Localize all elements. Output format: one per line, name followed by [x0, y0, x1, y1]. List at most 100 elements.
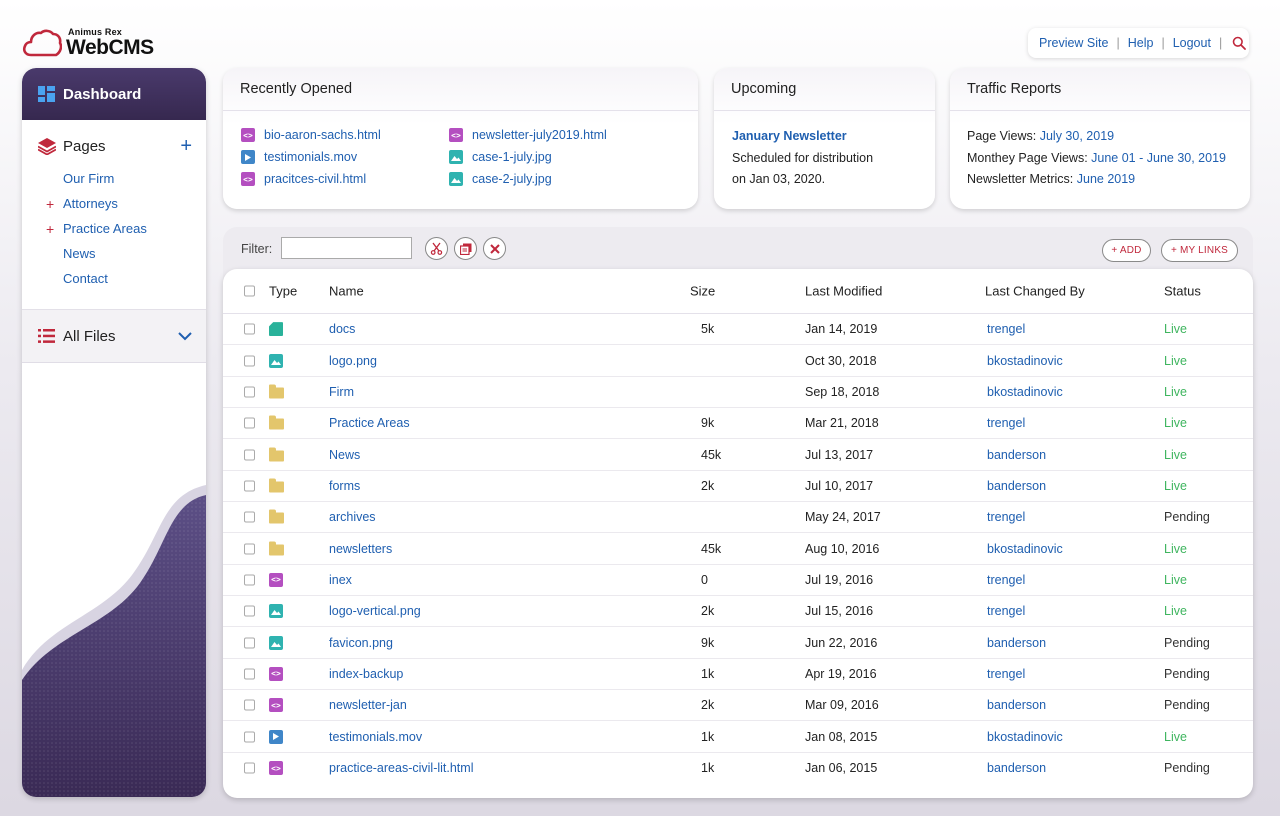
brand-logo[interactable]: Animus Rex WebCMS	[22, 28, 154, 58]
changed-by-link[interactable]: bkostadinovic	[987, 353, 1063, 368]
file-name-link[interactable]: logo-vertical.png	[329, 604, 421, 619]
traffic-link[interactable]: June 01 - June 30, 2019	[1091, 150, 1226, 165]
table-row[interactable]: <> inex 0 Jul 19, 2016 trengel Live	[223, 565, 1253, 597]
row-checkbox[interactable]	[244, 386, 255, 398]
changed-by-link[interactable]: trengel	[987, 604, 1026, 619]
file-name-link[interactable]: docs	[329, 322, 356, 337]
table-row[interactable]: Firm Sep 18, 2018 bkostadinovic Live	[223, 377, 1253, 409]
expand-icon[interactable]: +	[46, 220, 55, 237]
column-header-changed-by[interactable]: Last Changed By	[985, 283, 1085, 299]
table-row[interactable]: <> newsletter-jan 2k Mar 09, 2016 banderson P…	[223, 690, 1253, 722]
table-row[interactable]: testimonials.mov 1k Jan 08, 2015 bkostadino…	[223, 721, 1253, 753]
file-name-link[interactable]: practice-areas-civil-lit.html	[329, 761, 474, 776]
column-header-modified[interactable]: Last Modified	[805, 283, 883, 299]
column-header-status[interactable]: Status	[1164, 283, 1201, 299]
upcoming-headline[interactable]: January Newsletter	[732, 129, 847, 143]
table-row[interactable]: <> practice-areas-civil-lit.html 1k Jan 06,…	[223, 753, 1253, 784]
table-row[interactable]: newsletters 45k Aug 10, 2016 bkostadinovic L…	[223, 533, 1253, 565]
changed-by-link[interactable]: banderson	[987, 447, 1047, 462]
file-name-link[interactable]: Firm	[329, 384, 354, 399]
file-name-link[interactable]: logo.png	[329, 353, 377, 368]
file-name-link[interactable]: newsletter-jan	[329, 698, 407, 713]
recent-file-link[interactable]: pracitces-civil.html	[264, 172, 367, 186]
row-checkbox[interactable]	[244, 605, 255, 617]
table-row[interactable]: docs 5k Jan 14, 2019 trengel Live	[223, 314, 1253, 346]
file-name-link[interactable]: archives	[329, 510, 376, 525]
row-checkbox[interactable]	[244, 449, 255, 461]
table-row[interactable]: logo.png Oct 30, 2018 bkostadinovic Live	[223, 345, 1253, 377]
add-page-button[interactable]: +	[180, 135, 192, 157]
row-checkbox[interactable]	[244, 637, 255, 649]
sidebar-item-all-files[interactable]: All Files	[22, 310, 206, 363]
select-all-checkbox[interactable]	[244, 285, 255, 297]
sidebar-item-contact[interactable]: Contact	[22, 266, 206, 291]
row-checkbox[interactable]	[244, 762, 255, 774]
changed-by-link[interactable]: bkostadinovic	[987, 729, 1063, 744]
changed-by-link[interactable]: banderson	[987, 478, 1047, 493]
changed-by-link[interactable]: trengel	[987, 572, 1026, 587]
row-checkbox[interactable]	[244, 543, 255, 555]
changed-by-link[interactable]: bkostadinovic	[987, 541, 1063, 556]
row-checkbox[interactable]	[244, 574, 255, 586]
my-links-button[interactable]: + MY LINKS	[1161, 239, 1238, 262]
changed-by-link[interactable]: trengel	[987, 510, 1026, 525]
row-checkbox[interactable]	[244, 355, 255, 367]
sidebar-item-dashboard[interactable]: Dashboard	[22, 68, 206, 120]
file-name-link[interactable]: News	[329, 447, 361, 462]
column-header-type[interactable]: Type	[269, 283, 298, 299]
recent-file[interactable]: testimonials.mov	[241, 146, 449, 168]
table-row[interactable]: archives May 24, 2017 trengel Pending	[223, 502, 1253, 534]
recent-file[interactable]: <> newsletter-july2019.html	[449, 124, 657, 146]
copy-icon[interactable]	[454, 237, 477, 260]
sidebar-item-practice-areas[interactable]: + Practice Areas	[22, 216, 206, 241]
file-name-link[interactable]: favicon.png	[329, 635, 393, 650]
delete-icon[interactable]	[483, 237, 506, 260]
recent-file[interactable]: <> pracitces-civil.html	[241, 168, 449, 190]
recent-file-link[interactable]: case-2-july.jpg	[472, 172, 552, 186]
table-row[interactable]: favicon.png 9k Jun 22, 2016 banderson Pendin…	[223, 627, 1253, 659]
logout-link[interactable]: Logout	[1172, 36, 1211, 50]
changed-by-link[interactable]: bkostadinovic	[987, 384, 1063, 399]
filter-input[interactable]	[281, 237, 412, 259]
row-checkbox[interactable]	[244, 668, 255, 680]
row-checkbox[interactable]	[244, 480, 255, 492]
traffic-link[interactable]: June 2019	[1076, 172, 1136, 186]
preview-site-link[interactable]: Preview Site	[1039, 36, 1109, 50]
sidebar-item-news[interactable]: News	[22, 241, 206, 266]
changed-by-link[interactable]: banderson	[987, 698, 1047, 713]
file-name-link[interactable]: newsletters	[329, 541, 393, 556]
recent-file-link[interactable]: bio-aaron-sachs.html	[264, 128, 381, 142]
table-row[interactable]: <> index-backup 1k Apr 19, 2016 trengel Pendi…	[223, 659, 1253, 691]
sidebar-item-our-firm[interactable]: Our Firm	[22, 166, 206, 191]
add-button[interactable]: + ADD	[1102, 239, 1151, 262]
table-row[interactable]: News 45k Jul 13, 2017 banderson Live	[223, 439, 1253, 471]
row-checkbox[interactable]	[244, 699, 255, 711]
recent-file[interactable]: case-2-july.jpg	[449, 168, 657, 190]
sidebar-item-attorneys[interactable]: + Attorneys	[22, 191, 206, 216]
row-checkbox[interactable]	[244, 417, 255, 429]
recent-file[interactable]: <> bio-aaron-sachs.html	[241, 124, 449, 146]
file-name-link[interactable]: Practice Areas	[329, 416, 410, 431]
file-name-link[interactable]: index-backup	[329, 666, 404, 681]
table-row[interactable]: logo-vertical.png 2k Jul 15, 2016 trengel Li…	[223, 596, 1253, 628]
row-checkbox[interactable]	[244, 323, 255, 335]
recent-file-link[interactable]: case-1-july.jpg	[472, 150, 552, 164]
recent-file-link[interactable]: testimonials.mov	[264, 150, 358, 164]
file-name-link[interactable]: testimonials.mov	[329, 729, 423, 744]
file-name-link[interactable]: forms	[329, 478, 361, 493]
file-name-link[interactable]: inex	[329, 572, 352, 587]
expand-icon[interactable]: +	[46, 195, 55, 212]
recent-file[interactable]: case-1-july.jpg	[449, 146, 657, 168]
row-checkbox[interactable]	[244, 731, 255, 743]
column-header-name[interactable]: Name	[329, 283, 364, 299]
table-row[interactable]: Practice Areas 9k Mar 21, 2018 trengel Live	[223, 408, 1253, 440]
row-checkbox[interactable]	[244, 511, 255, 523]
help-link[interactable]: Help	[1127, 36, 1154, 50]
search-icon[interactable]	[1232, 36, 1247, 50]
changed-by-link[interactable]: trengel	[987, 416, 1026, 431]
chevron-down-icon[interactable]	[178, 331, 192, 341]
cut-icon[interactable]	[425, 237, 448, 260]
table-row[interactable]: forms 2k Jul 10, 2017 banderson Live	[223, 471, 1253, 503]
changed-by-link[interactable]: banderson	[987, 761, 1047, 776]
recent-file-link[interactable]: newsletter-july2019.html	[472, 128, 607, 142]
